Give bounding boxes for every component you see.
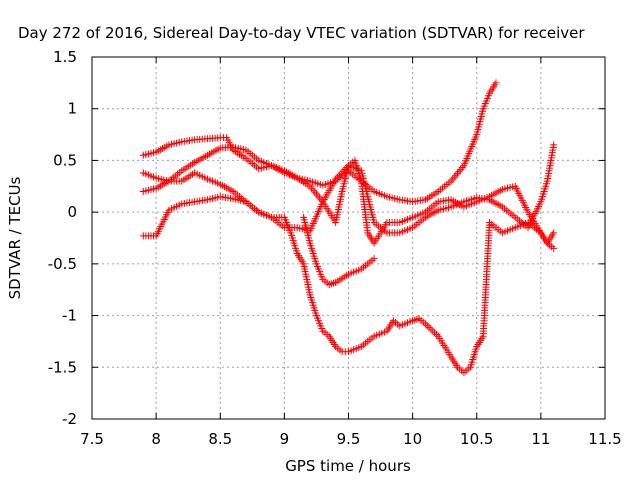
data-point bbox=[432, 330, 440, 338]
data-point bbox=[316, 194, 324, 202]
x-axis-label: GPS time / hours bbox=[285, 457, 411, 475]
data-point bbox=[550, 244, 558, 252]
data-point bbox=[550, 229, 558, 237]
y-axis-label: SDTVAR / TECUs bbox=[6, 176, 24, 299]
y-tick-label: -1 bbox=[62, 307, 77, 325]
x-tick-labels: 7.5 8 8.5 9 9.5 10 10.5 11 11.5 bbox=[80, 430, 622, 448]
data-point bbox=[312, 190, 320, 198]
data-point bbox=[457, 165, 465, 173]
axis-ticks bbox=[91, 56, 606, 420]
chart-title: Day 272 of 2016, Sidereal Day-to-day VTE… bbox=[18, 24, 585, 42]
data-point bbox=[492, 79, 500, 87]
data-point bbox=[427, 325, 435, 333]
y-tick-label: -1.5 bbox=[48, 358, 77, 376]
x-tick-label: 7.5 bbox=[80, 430, 104, 448]
data-point bbox=[314, 192, 322, 200]
y-tick-labels: 1.5 1 0.5 0 -0.5 -1 -1.5 -2 bbox=[48, 48, 77, 428]
x-tick-label: 8 bbox=[151, 430, 161, 448]
series-3 bbox=[139, 156, 558, 252]
y-tick-label: -0.5 bbox=[48, 255, 77, 273]
series-4 bbox=[139, 193, 558, 376]
series-1 bbox=[139, 79, 500, 206]
data-point bbox=[452, 171, 460, 179]
y-tick-label: 1.5 bbox=[53, 48, 77, 66]
grid-lines bbox=[92, 57, 605, 419]
series-5 bbox=[300, 213, 378, 289]
data-point bbox=[454, 169, 462, 177]
x-tick-label: 10 bbox=[403, 430, 422, 448]
data-point bbox=[425, 323, 433, 331]
x-tick-label: 8.5 bbox=[208, 430, 232, 448]
data-point bbox=[311, 188, 319, 196]
data-point bbox=[421, 320, 429, 328]
data-point bbox=[308, 184, 316, 192]
y-tick-label: -2 bbox=[62, 410, 77, 428]
data-point bbox=[550, 141, 558, 149]
y-tick-label: 0 bbox=[67, 203, 77, 221]
data-point bbox=[370, 255, 378, 263]
x-tick-label: 11.5 bbox=[588, 430, 621, 448]
data-point bbox=[450, 173, 458, 181]
data-point bbox=[449, 175, 457, 183]
data-point bbox=[429, 327, 437, 335]
y-tick-label: 1 bbox=[67, 100, 77, 118]
data-point bbox=[309, 186, 317, 194]
data-point bbox=[423, 322, 431, 330]
x-tick-label: 10.5 bbox=[460, 430, 493, 448]
x-tick-label: 9.5 bbox=[337, 430, 361, 448]
data-point bbox=[431, 329, 439, 337]
y-tick-label: 0.5 bbox=[53, 151, 77, 169]
x-tick-label: 9 bbox=[280, 430, 290, 448]
data-markers bbox=[139, 79, 558, 376]
x-tick-label: 11 bbox=[531, 430, 550, 448]
data-point bbox=[455, 167, 463, 175]
